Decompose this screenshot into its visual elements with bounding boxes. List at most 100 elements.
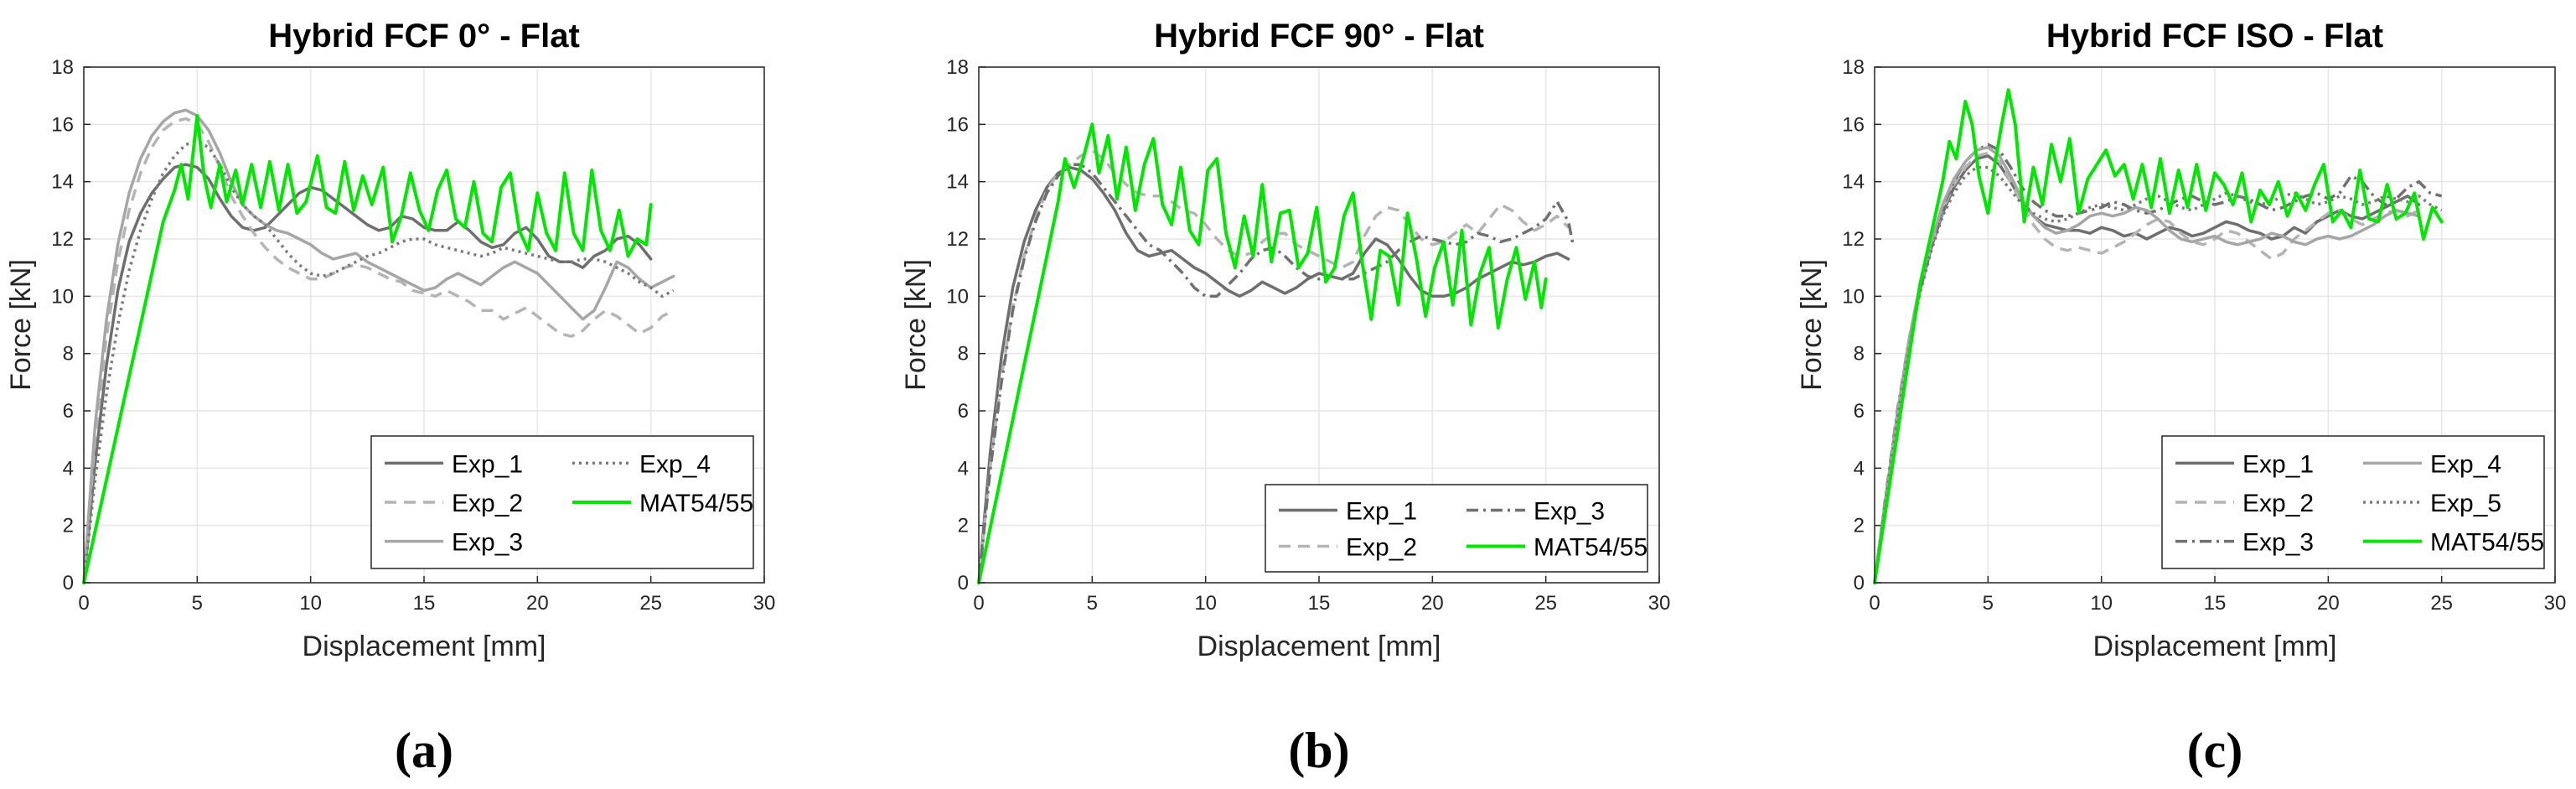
x-tick-label: 0 <box>78 592 89 615</box>
y-tick-label: 8 <box>1854 343 1865 366</box>
legend-label: Exp_4 <box>2430 450 2501 478</box>
axes-box <box>1874 66 2556 584</box>
series-line-exp-1 <box>977 165 1570 584</box>
x-axis-label: Displacement [mm] <box>2093 631 2337 662</box>
y-tick-label: 18 <box>946 56 969 79</box>
chart-title: Hybrid FCF 0° - Flat <box>268 18 580 55</box>
y-tick-label: 6 <box>63 400 74 423</box>
x-tick-label: 5 <box>192 592 203 615</box>
legend-label: Exp_1 <box>2242 450 2314 478</box>
x-tick-label: 10 <box>299 592 322 615</box>
series-line-exp-4 <box>1873 145 2421 584</box>
legend-label: MAT54/55 <box>1534 534 1648 562</box>
x-tick-label: 25 <box>2430 592 2453 615</box>
series-line-mat54-55 <box>1873 88 2444 584</box>
y-tick-label: 12 <box>946 228 969 251</box>
panel-label: (a) <box>395 723 453 778</box>
x-tick-label: 20 <box>526 592 549 615</box>
legend-label: MAT54/55 <box>2430 529 2544 557</box>
x-tick-label: 30 <box>1648 592 1671 615</box>
panel-c: 0 5 10 15 20 25 30 0 2 4 6 8 10 12 14 16 18 Hybrid FCF IS… <box>1796 18 2566 778</box>
panel-b: 0 5 10 15 20 25 30 0 2 4 6 8 10 12 14 16 18 Hybrid FCF 90… <box>900 18 1670 778</box>
x-tick-label: 10 <box>2090 592 2113 615</box>
series-line-exp-3 <box>82 108 675 584</box>
y-tick-label: 8 <box>958 343 969 366</box>
y-tick-label: 12 <box>51 228 74 251</box>
legend-label: Exp_5 <box>2430 490 2501 517</box>
chart-title: Hybrid FCF ISO - Flat <box>2046 18 2383 55</box>
x-tick-label: 0 <box>1869 592 1880 615</box>
panel-a: 0 5 10 15 20 25 30 0 2 4 6 8 10 12 14 16 18 Hybrid FCF 0°… <box>5 18 775 778</box>
y-tick-label: 8 <box>63 343 74 366</box>
x-tick-label: 30 <box>2544 592 2567 615</box>
y-tick-label: 0 <box>63 572 74 594</box>
legend-label: Exp_2 <box>2242 490 2314 517</box>
y-tick-label: 0 <box>958 572 969 594</box>
axes-box <box>83 66 765 584</box>
legend <box>1265 484 1648 573</box>
x-tick-label: 20 <box>1421 592 1444 615</box>
x-tick-label: 30 <box>753 592 776 615</box>
y-tick-label: 10 <box>51 285 74 308</box>
axes-box <box>978 66 1660 584</box>
x-tick-label: 10 <box>1194 592 1217 615</box>
y-tick-label: 10 <box>946 285 969 308</box>
x-tick-label: 25 <box>639 592 662 615</box>
x-tick-label: 15 <box>413 592 436 615</box>
x-axis-label: Displacement [mm] <box>1197 631 1441 662</box>
y-tick-label: 12 <box>1842 228 1865 251</box>
legend-label: Exp_3 <box>1534 498 1605 526</box>
panel-label: (c) <box>2187 723 2243 778</box>
x-tick-label: 15 <box>2204 592 2227 615</box>
y-axis-label: Force [kN] <box>5 259 37 391</box>
y-tick-label: 18 <box>1842 56 1865 79</box>
series-line-mat54-55 <box>977 122 1548 584</box>
y-tick-label: 2 <box>63 515 74 537</box>
y-tick-label: 14 <box>1842 171 1865 194</box>
legend-label: Exp_2 <box>452 490 523 517</box>
y-tick-label: 6 <box>958 400 969 423</box>
x-axis-label: Displacement [mm] <box>303 631 546 662</box>
x-tick-label: 0 <box>973 592 984 615</box>
x-tick-label: 25 <box>1534 592 1557 615</box>
legend-label: Exp_4 <box>639 450 711 478</box>
y-axis-label: Force [kN] <box>1796 259 1828 391</box>
y-tick-label: 4 <box>63 457 74 480</box>
x-tick-label: 5 <box>1983 592 1994 615</box>
y-tick-label: 16 <box>51 113 74 136</box>
legend-label: Exp_1 <box>1346 498 1417 526</box>
legend-label: Exp_1 <box>452 450 523 478</box>
series-line-exp-3 <box>977 163 1575 584</box>
x-tick-label: 5 <box>1087 592 1098 615</box>
y-tick-label: 14 <box>51 171 74 194</box>
y-tick-label: 6 <box>1854 400 1865 423</box>
y-tick-label: 14 <box>946 171 969 194</box>
y-tick-label: 4 <box>1854 457 1865 480</box>
series-line-exp-2 <box>977 148 1570 584</box>
y-tick-label: 10 <box>1842 285 1865 308</box>
x-tick-label: 20 <box>2317 592 2340 615</box>
y-tick-label: 18 <box>51 56 74 79</box>
series-line-exp-5 <box>1873 165 2443 584</box>
y-tick-label: 4 <box>958 457 969 480</box>
y-tick-label: 2 <box>958 515 969 537</box>
legend-label: Exp_3 <box>2242 529 2314 557</box>
series-line-exp-1 <box>82 163 653 584</box>
y-axis-label: Force [kN] <box>900 259 932 391</box>
legend-label: Exp_3 <box>452 529 523 557</box>
series-line-exp-4 <box>82 140 675 584</box>
panel-label: (b) <box>1288 723 1349 778</box>
y-tick-label: 0 <box>1854 572 1865 594</box>
series-line-exp-2 <box>82 117 675 584</box>
chart-title: Hybrid FCF 90° - Flat <box>1154 18 1484 55</box>
series-line-exp-1 <box>1873 154 2421 584</box>
y-tick-label: 16 <box>1842 113 1865 136</box>
x-tick-label: 15 <box>1308 592 1331 615</box>
legend-label: MAT54/55 <box>639 490 753 517</box>
series-line-exp-2 <box>1873 151 2420 584</box>
series-line-mat54-55 <box>82 114 653 584</box>
legend-label: Exp_2 <box>1346 534 1417 562</box>
y-tick-label: 2 <box>1854 515 1865 537</box>
y-tick-label: 16 <box>946 113 969 136</box>
